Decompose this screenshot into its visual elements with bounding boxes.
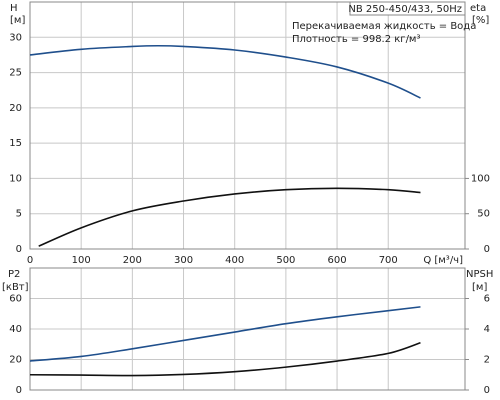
y-tick-label: 25 — [9, 68, 22, 79]
y2-tick-label: 50 — [477, 209, 490, 220]
x-tick-label: 600 — [328, 255, 347, 266]
y2-tick-label: 6 — [484, 294, 490, 305]
y-tick-label: 15 — [9, 138, 22, 149]
y-tick-label: 60 — [9, 294, 22, 305]
y-axis-unit: [м] — [10, 15, 25, 26]
y-tick-label: 40 — [9, 324, 22, 335]
y-tick-label: 20 — [9, 103, 22, 114]
y-tick-label: 0 — [16, 385, 22, 396]
y-axis-unit: [кВт] — [2, 282, 29, 293]
y-axis-label: H — [10, 3, 18, 14]
y2-tick-label: 4 — [484, 324, 490, 335]
annotation: Плотность = 998.2 кг/м³ — [292, 34, 421, 45]
x-tick-label: 400 — [225, 255, 244, 266]
x-tick-label: 700 — [379, 255, 398, 266]
plot-frame — [29, 1, 466, 250]
x-tick-label: 200 — [123, 255, 142, 266]
title-box — [349, 1, 466, 16]
chart-title: NB 250-450/433, 50Hz — [348, 4, 462, 15]
curve-p2 — [29, 306, 421, 362]
y-tick-label: 0 — [16, 244, 22, 255]
y-tick-label: 10 — [9, 173, 22, 184]
x-tick-label: 300 — [174, 255, 193, 266]
y2-axis-label: eta — [470, 3, 486, 14]
curve-h — [29, 44, 421, 99]
x-tick-label: 500 — [276, 255, 295, 266]
x-tick-label: 100 — [72, 255, 91, 266]
y-tick-label: 20 — [9, 355, 22, 366]
curve-eta — [38, 187, 421, 247]
curve-npsh — [29, 341, 421, 377]
y-tick-label: 5 — [16, 209, 22, 220]
y2-tick-label: 2 — [484, 355, 490, 366]
y2-tick-label: 0 — [484, 385, 490, 396]
y2-tick-label: 0 — [484, 244, 490, 255]
y2-axis-unit: [%] — [472, 15, 489, 26]
y-tick-label: 30 — [9, 32, 22, 43]
y2-axis-unit: [м] — [472, 282, 487, 293]
x-axis-label: Q [м³/ч] — [423, 255, 463, 266]
y2-tick-label: 100 — [471, 173, 490, 184]
y2-axis-label: NPSH — [466, 269, 493, 280]
x-tick-label: 0 — [27, 255, 33, 266]
y-axis-label: P2 — [8, 269, 20, 280]
annotation: Перекачиваемая жидкость = Вода — [292, 21, 476, 32]
